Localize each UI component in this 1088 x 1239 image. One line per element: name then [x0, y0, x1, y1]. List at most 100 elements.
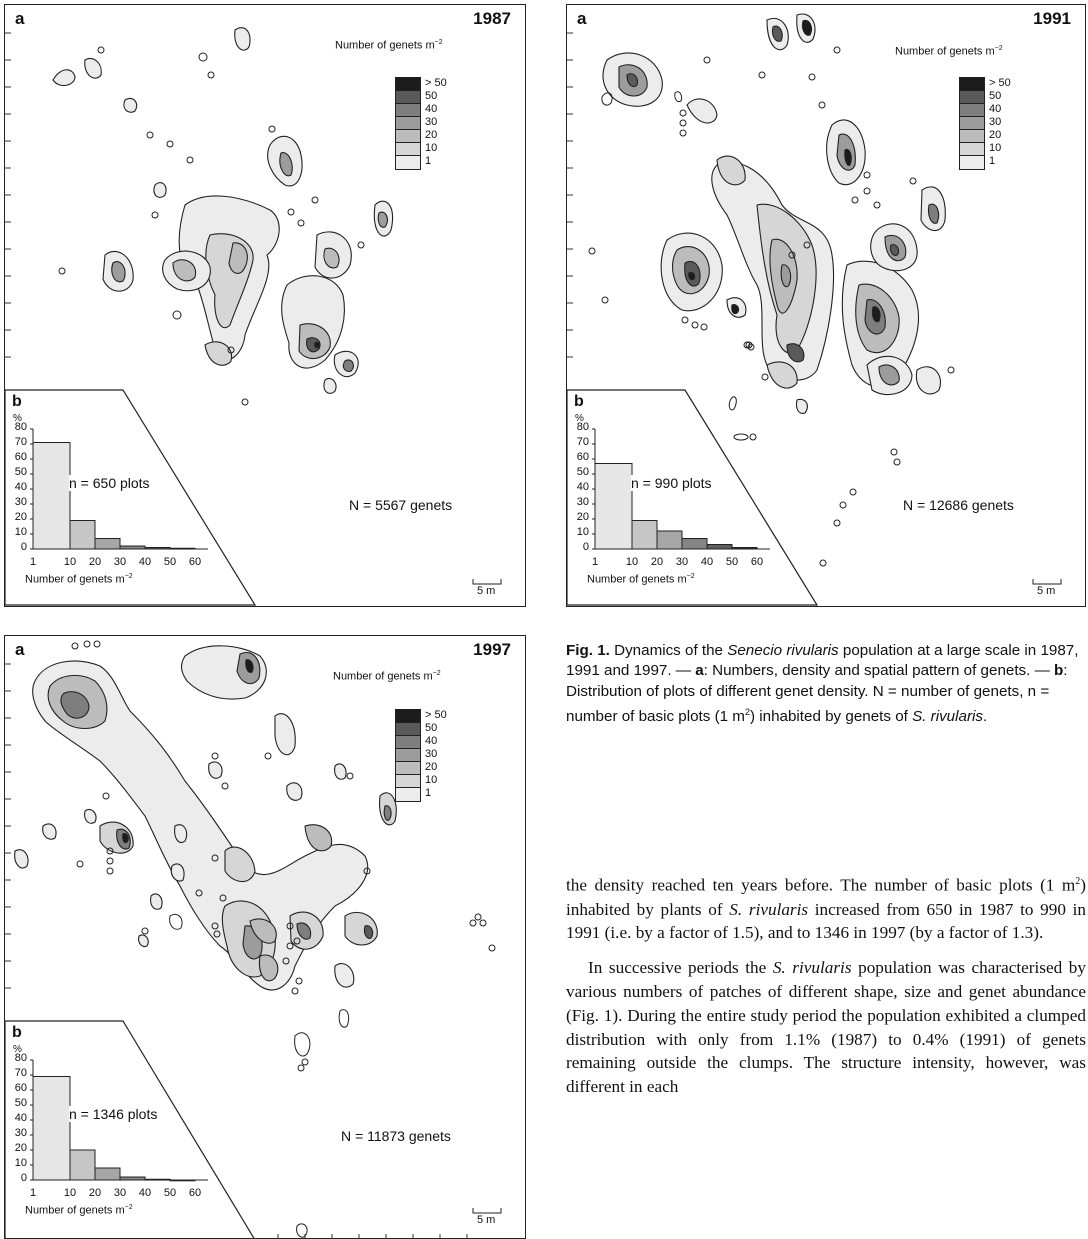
- y-tick: 50: [14, 466, 27, 478]
- histogram-bar: [32, 442, 71, 550]
- x-tick: 10: [63, 1187, 77, 1199]
- legend-label: 1: [425, 787, 432, 799]
- y-tick: 40: [14, 481, 27, 493]
- y-tick: 40: [576, 481, 589, 493]
- legend-label: 40: [425, 735, 438, 747]
- histogram-1997: [30, 1059, 208, 1182]
- x-tick: 30: [675, 556, 689, 568]
- genet-count: N = 11873 genets: [341, 1128, 451, 1144]
- legend-label: 30: [425, 748, 438, 760]
- histogram-bar: [169, 1179, 196, 1182]
- scale-label: 5 m: [477, 585, 496, 597]
- histogram-bar: [731, 547, 758, 550]
- x-axis-label: Number of genets m−2: [587, 573, 695, 586]
- panel-label-a: a: [15, 640, 25, 659]
- legend-label: > 50: [989, 77, 1011, 89]
- y-tick: 30: [576, 496, 589, 508]
- legend-label: 30: [425, 116, 438, 128]
- y-tick: 0: [20, 1172, 27, 1184]
- plot-count: n = 1346 plots: [69, 1106, 158, 1122]
- y-tick: 80: [14, 1052, 27, 1064]
- x-axis-label: Number of genets m−2: [25, 573, 133, 586]
- genet-count: N = 5567 genets: [349, 497, 453, 513]
- density-map-1997: [5, 640, 496, 1238]
- histogram-bar: [94, 538, 121, 550]
- x-tick: 1: [591, 556, 599, 568]
- legend-label: 1: [425, 155, 432, 167]
- map-panel-1997: a 1997 Number of genets m−2 > 50 50 40 3…: [4, 635, 526, 1239]
- legend-title: Number of genets m−2: [895, 45, 1003, 58]
- legend-title: Number of genets m−2: [335, 39, 443, 52]
- legend-label: 10: [989, 142, 1002, 154]
- x-tick: 20: [650, 556, 664, 568]
- y-tick: 60: [14, 451, 27, 463]
- histogram-bar: [656, 530, 683, 550]
- x-tick: 40: [138, 556, 152, 568]
- histogram-bar: [594, 463, 633, 550]
- histogram-1991: [592, 428, 770, 550]
- y-tick: 10: [14, 1157, 27, 1169]
- y-tick: 70: [14, 1067, 27, 1079]
- legend-label: 20: [989, 129, 1002, 141]
- density-map-1991: [567, 13, 955, 606]
- x-tick: 40: [700, 556, 714, 568]
- y-unit: %: [575, 413, 584, 424]
- panel-label-b: b: [12, 393, 22, 410]
- histogram-bar: [69, 1149, 96, 1181]
- legend-label: 10: [425, 774, 438, 786]
- y-tick: 0: [582, 541, 589, 553]
- y-tick: 10: [576, 526, 589, 538]
- scale-label: 5 m: [477, 1214, 496, 1226]
- histogram-bar: [681, 538, 708, 550]
- x-tick: 60: [188, 556, 202, 568]
- y-tick: 50: [14, 1097, 27, 1109]
- y-unit: %: [13, 413, 22, 424]
- x-tick: 40: [138, 1187, 152, 1199]
- histogram-bar: [119, 545, 146, 550]
- y-tick: 80: [14, 421, 27, 433]
- histogram-1987: [30, 428, 208, 550]
- y-tick: 30: [14, 496, 27, 508]
- panel-year: 1997: [473, 640, 511, 659]
- histogram-bar: [69, 520, 96, 550]
- legend-label: 10: [425, 142, 438, 154]
- histogram-bar: [169, 547, 196, 550]
- histogram-bar: [631, 520, 658, 550]
- legend-label: 50: [425, 722, 438, 734]
- genet-count: N = 12686 genets: [903, 497, 1014, 513]
- panel-year: 1987: [473, 9, 511, 28]
- legend-label: 20: [425, 761, 438, 773]
- legend-label: > 50: [425, 77, 447, 89]
- map-panel-1991: a 1991 Number of genets m−2 > 50 50 40 3…: [566, 4, 1086, 607]
- y-tick: 40: [14, 1112, 27, 1124]
- y-tick: 10: [14, 526, 27, 538]
- x-tick: 60: [188, 1187, 202, 1199]
- panel-label-b: b: [574, 393, 584, 410]
- body-text: the density reached ten years before. Th…: [566, 870, 1086, 1099]
- legend-swatches: [959, 77, 985, 170]
- x-tick: 10: [63, 556, 77, 568]
- figure-caption: Fig. 1. Dynamics of the Senecio rivulari…: [566, 642, 1079, 725]
- y-tick: 30: [14, 1127, 27, 1139]
- legend-swatches: [395, 709, 421, 802]
- y-tick: 20: [576, 511, 589, 523]
- legend-labels: > 50 50 40 30 20 10 1: [425, 709, 447, 800]
- scale-label: 5 m: [1037, 585, 1056, 597]
- legend-label: 40: [989, 103, 1002, 115]
- x-tick: 20: [88, 1187, 102, 1199]
- histogram-bar: [144, 1178, 171, 1181]
- y-tick: 20: [14, 1142, 27, 1154]
- x-tick: 50: [163, 556, 177, 568]
- legend-labels: > 50 50 40 30 20 10 1: [425, 77, 447, 168]
- x-tick: 10: [625, 556, 639, 568]
- y-tick: 50: [576, 466, 589, 478]
- panel-label-a: a: [577, 9, 587, 28]
- x-tick: 50: [163, 1187, 177, 1199]
- legend-label: 50: [989, 90, 1002, 102]
- histogram-bar: [94, 1167, 121, 1181]
- legend-label: 20: [425, 129, 438, 141]
- panel-year: 1991: [1033, 9, 1071, 28]
- histogram-bar: [706, 544, 733, 550]
- legend-label: 40: [425, 103, 438, 115]
- x-axis-label: Number of genets m−2: [25, 1204, 133, 1217]
